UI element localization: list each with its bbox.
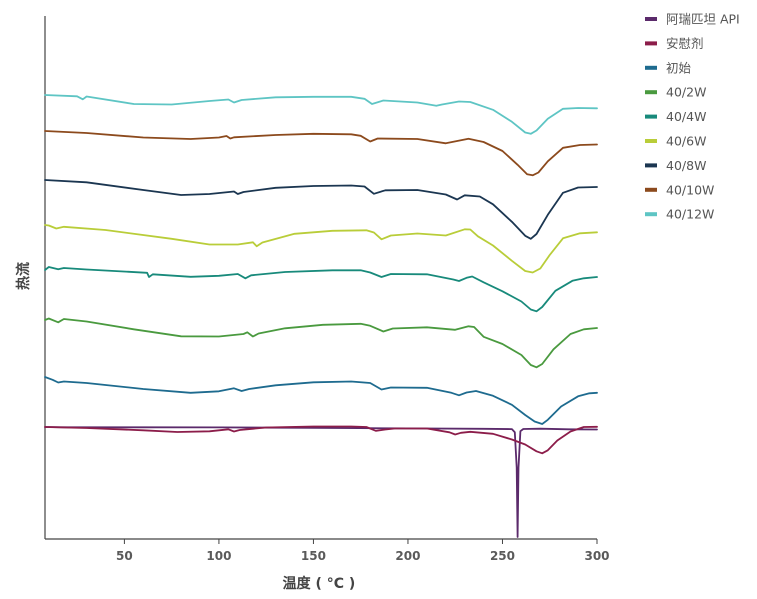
series-line — [44, 317, 598, 369]
legend-item: 阿瑞匹坦 API — [645, 12, 740, 27]
legend-label: 40/2W — [666, 85, 706, 100]
legend-item: 40/12W — [645, 207, 714, 222]
legend-label: 阿瑞匹坦 API — [666, 12, 740, 27]
axes: 50 100 150 200 250 300 — [44, 16, 610, 563]
legend-label: 40/10W — [666, 182, 714, 197]
series-line — [44, 179, 598, 240]
legend-label: 40/12W — [666, 207, 714, 222]
legend-label: 初始 — [666, 60, 692, 75]
legend-swatch — [645, 65, 657, 70]
series-line — [44, 224, 598, 274]
legend-swatch — [645, 114, 657, 119]
legend-label: 40/4W — [666, 109, 706, 124]
legend-swatch — [645, 41, 657, 46]
legend-swatch — [645, 212, 657, 217]
legend-item: 40/8W — [645, 158, 706, 173]
legend-item: 40/10W — [645, 182, 714, 197]
legend-item: 40/2W — [645, 85, 706, 100]
legend-item: 初始 — [645, 60, 692, 75]
legend-item: 安慰剂 — [645, 36, 704, 51]
series-line — [44, 94, 598, 135]
series-group — [44, 94, 598, 538]
legend-label: 安慰剂 — [666, 36, 704, 51]
legend-swatch — [645, 90, 657, 95]
y-axis-title: 热流 — [15, 262, 32, 290]
legend-swatch — [645, 187, 657, 192]
legend-swatch — [645, 139, 657, 143]
series-line — [44, 266, 598, 313]
x-axis-title: 温度 ( °C ) — [283, 575, 356, 592]
series-line — [44, 130, 598, 177]
series-line — [44, 425, 598, 455]
legend-swatch — [645, 17, 657, 21]
legend-label: 40/6W — [666, 134, 706, 149]
legend-item: 40/6W — [645, 134, 706, 149]
x-tick-label: 300 — [584, 549, 609, 563]
x-tick-label: 150 — [301, 549, 326, 563]
legend-item: 40/4W — [645, 109, 706, 124]
series-line — [44, 376, 598, 425]
x-tick-label: 50 — [116, 549, 133, 563]
legend-swatch — [645, 163, 657, 168]
x-tick-label: 200 — [395, 549, 420, 563]
series-line — [44, 426, 598, 538]
legend-label: 40/8W — [666, 158, 706, 173]
x-tick-label: 250 — [490, 549, 515, 563]
x-tick-label: 100 — [206, 549, 231, 563]
